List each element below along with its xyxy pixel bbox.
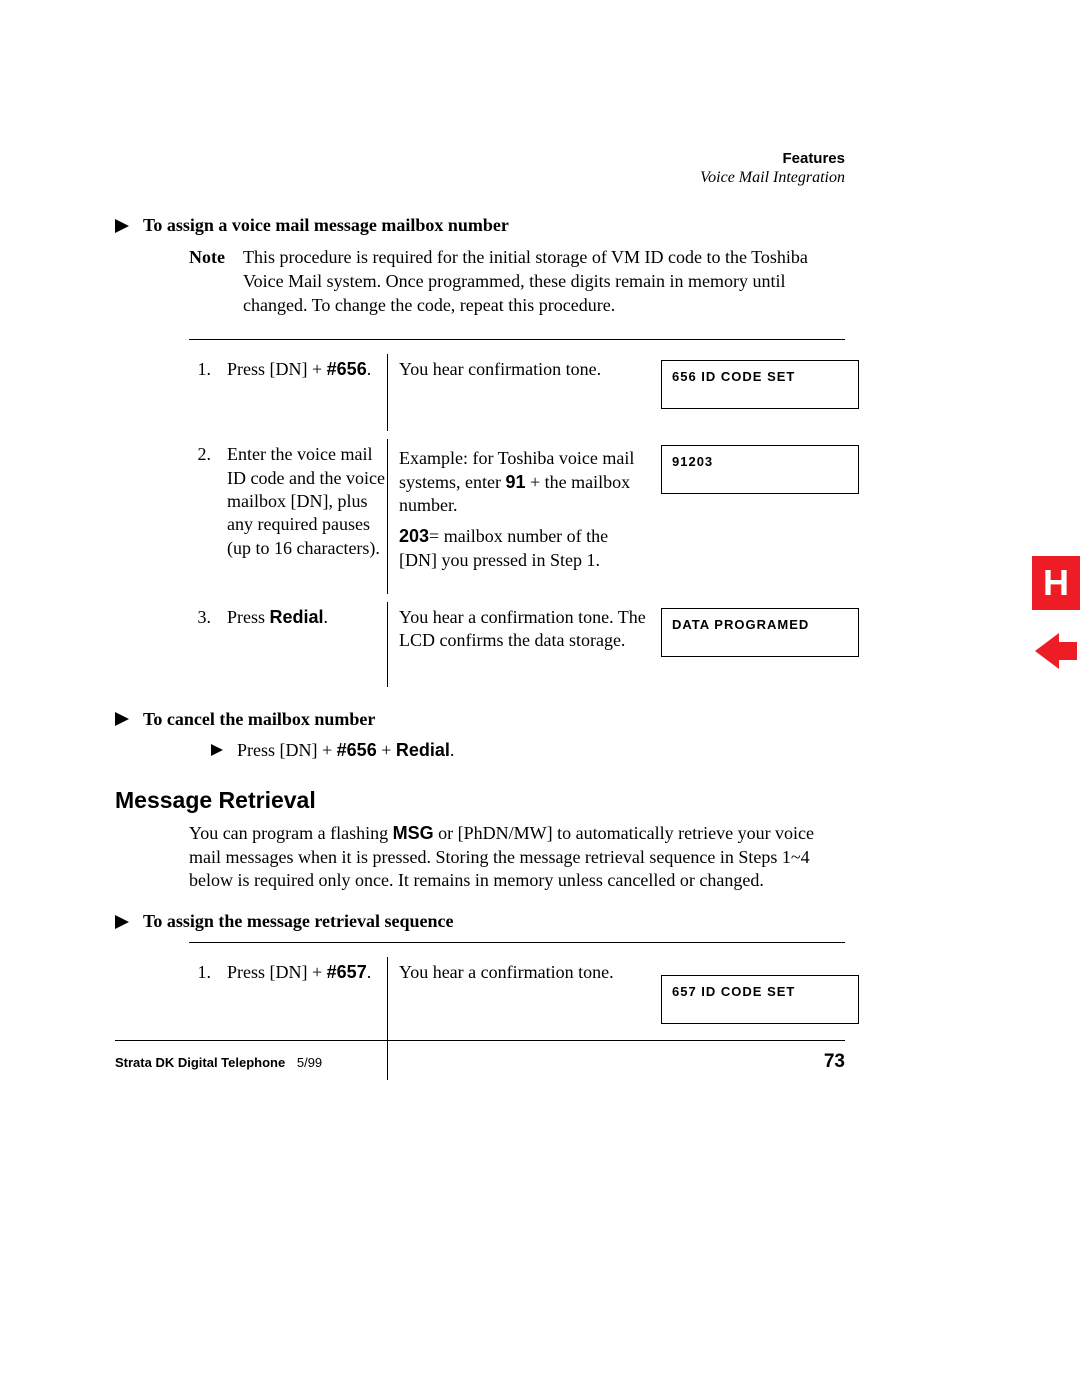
edge-tab-letter: H xyxy=(1043,562,1069,604)
t: Redial xyxy=(270,607,324,627)
footer-left: Strata DK Digital Telephone 5/99 xyxy=(115,1055,322,1070)
triangle-icon xyxy=(211,744,223,756)
steps-table-1: 1. Press [DN] + #656. You hear confirmat… xyxy=(189,339,845,691)
step-result: You hear a confirmation tone. The LCD co… xyxy=(399,606,649,657)
step-number: 1. xyxy=(189,961,215,1024)
footer-title: Strata DK Digital Telephone xyxy=(115,1055,285,1070)
procedure-heading-cancel-mailbox: To cancel the mailbox number xyxy=(115,709,845,730)
step-lcd-cell: 657 ID CODE SET xyxy=(661,961,871,1024)
lcd-display: DATA PROGRAMED xyxy=(661,608,859,657)
note-text: This procedure is required for the initi… xyxy=(243,246,845,317)
step-lcd-cell: 91203 xyxy=(661,443,871,572)
lcd-display: 657 ID CODE SET xyxy=(661,975,859,1024)
t: Redial xyxy=(396,740,450,760)
step-result: You hear a confirmation tone. xyxy=(399,961,649,1024)
page-content: Features Voice Mail Integration To assig… xyxy=(115,150,845,1084)
step-row: 3. Press Redial. You hear a confirmation… xyxy=(189,598,845,691)
page-header: Features Voice Mail Integration xyxy=(115,150,845,187)
step-number: 2. xyxy=(189,443,215,572)
step-result: Example: for Toshiba voice mail systems,… xyxy=(399,443,649,572)
procedure-heading-assign-retrieval: To assign the message retrieval sequence xyxy=(115,911,845,932)
step-action: Press Redial. xyxy=(227,606,387,657)
header-features: Features xyxy=(115,150,845,167)
triangle-icon xyxy=(115,915,129,929)
t: . xyxy=(367,962,372,982)
arrow-left-icon xyxy=(1035,633,1077,669)
t: Press [DN] + xyxy=(227,962,327,982)
step-row: 1. Press [DN] + #656. You hear confirmat… xyxy=(189,350,845,435)
procedure-heading-assign-mailbox: To assign a voice mail message mailbox n… xyxy=(115,215,845,236)
triangle-icon xyxy=(115,219,129,233)
t: 203 xyxy=(399,526,429,546)
page-footer: Strata DK Digital Telephone 5/99 73 xyxy=(115,1040,845,1073)
note-block: Note This procedure is required for the … xyxy=(189,246,845,317)
t: MSG xyxy=(393,823,434,843)
t: You can program a flashing xyxy=(189,823,393,843)
procedure-title: To cancel the mailbox number xyxy=(143,709,375,730)
t: #656 xyxy=(327,359,367,379)
step-number: 1. xyxy=(189,358,215,409)
step-action: Press [DN] + #657. xyxy=(227,961,387,1024)
note-label: Note xyxy=(189,246,225,317)
t: Press [DN] + xyxy=(237,740,337,760)
procedure-title: To assign a voice mail message mailbox n… xyxy=(143,215,509,236)
step-lcd-cell: 656 ID CODE SET xyxy=(661,358,871,409)
cancel-step: Press [DN] + #656 + Redial. xyxy=(211,740,845,761)
footer-date: 5/99 xyxy=(297,1055,322,1070)
step-action: Press [DN] + #656. xyxy=(227,358,387,409)
t: Press xyxy=(227,607,270,627)
t: 91 xyxy=(505,472,525,492)
t: Press [DN] + xyxy=(227,359,327,379)
header-subtitle: Voice Mail Integration xyxy=(115,169,845,187)
t: #656 xyxy=(337,740,377,760)
step-action: Enter the voice mail ID code and the voi… xyxy=(227,443,387,572)
lcd-display: 91203 xyxy=(661,445,859,494)
t: = mailbox number of the [DN] you pressed… xyxy=(399,526,608,569)
step-result: You hear confirmation tone. xyxy=(399,358,649,409)
cancel-text: Press [DN] + #656 + Redial. xyxy=(237,740,454,761)
triangle-icon xyxy=(115,712,129,726)
procedure-title: To assign the message retrieval sequence xyxy=(143,911,453,932)
lcd-display: 656 ID CODE SET xyxy=(661,360,859,409)
step-row: 2. Enter the voice mail ID code and the … xyxy=(189,435,845,598)
step-number: 3. xyxy=(189,606,215,657)
page-number: 73 xyxy=(824,1051,845,1073)
edge-tab-h: H xyxy=(1032,556,1080,610)
t: . xyxy=(450,740,455,760)
retrieval-paragraph: You can program a flashing MSG or [PhDN/… xyxy=(189,822,845,893)
step-lcd-cell: DATA PROGRAMED xyxy=(661,606,871,657)
edge-tab-arrow xyxy=(1032,624,1080,678)
section-heading-message-retrieval: Message Retrieval xyxy=(115,787,845,814)
t: . xyxy=(324,607,329,627)
t: #657 xyxy=(327,962,367,982)
t: . xyxy=(367,359,372,379)
t: + xyxy=(377,740,396,760)
